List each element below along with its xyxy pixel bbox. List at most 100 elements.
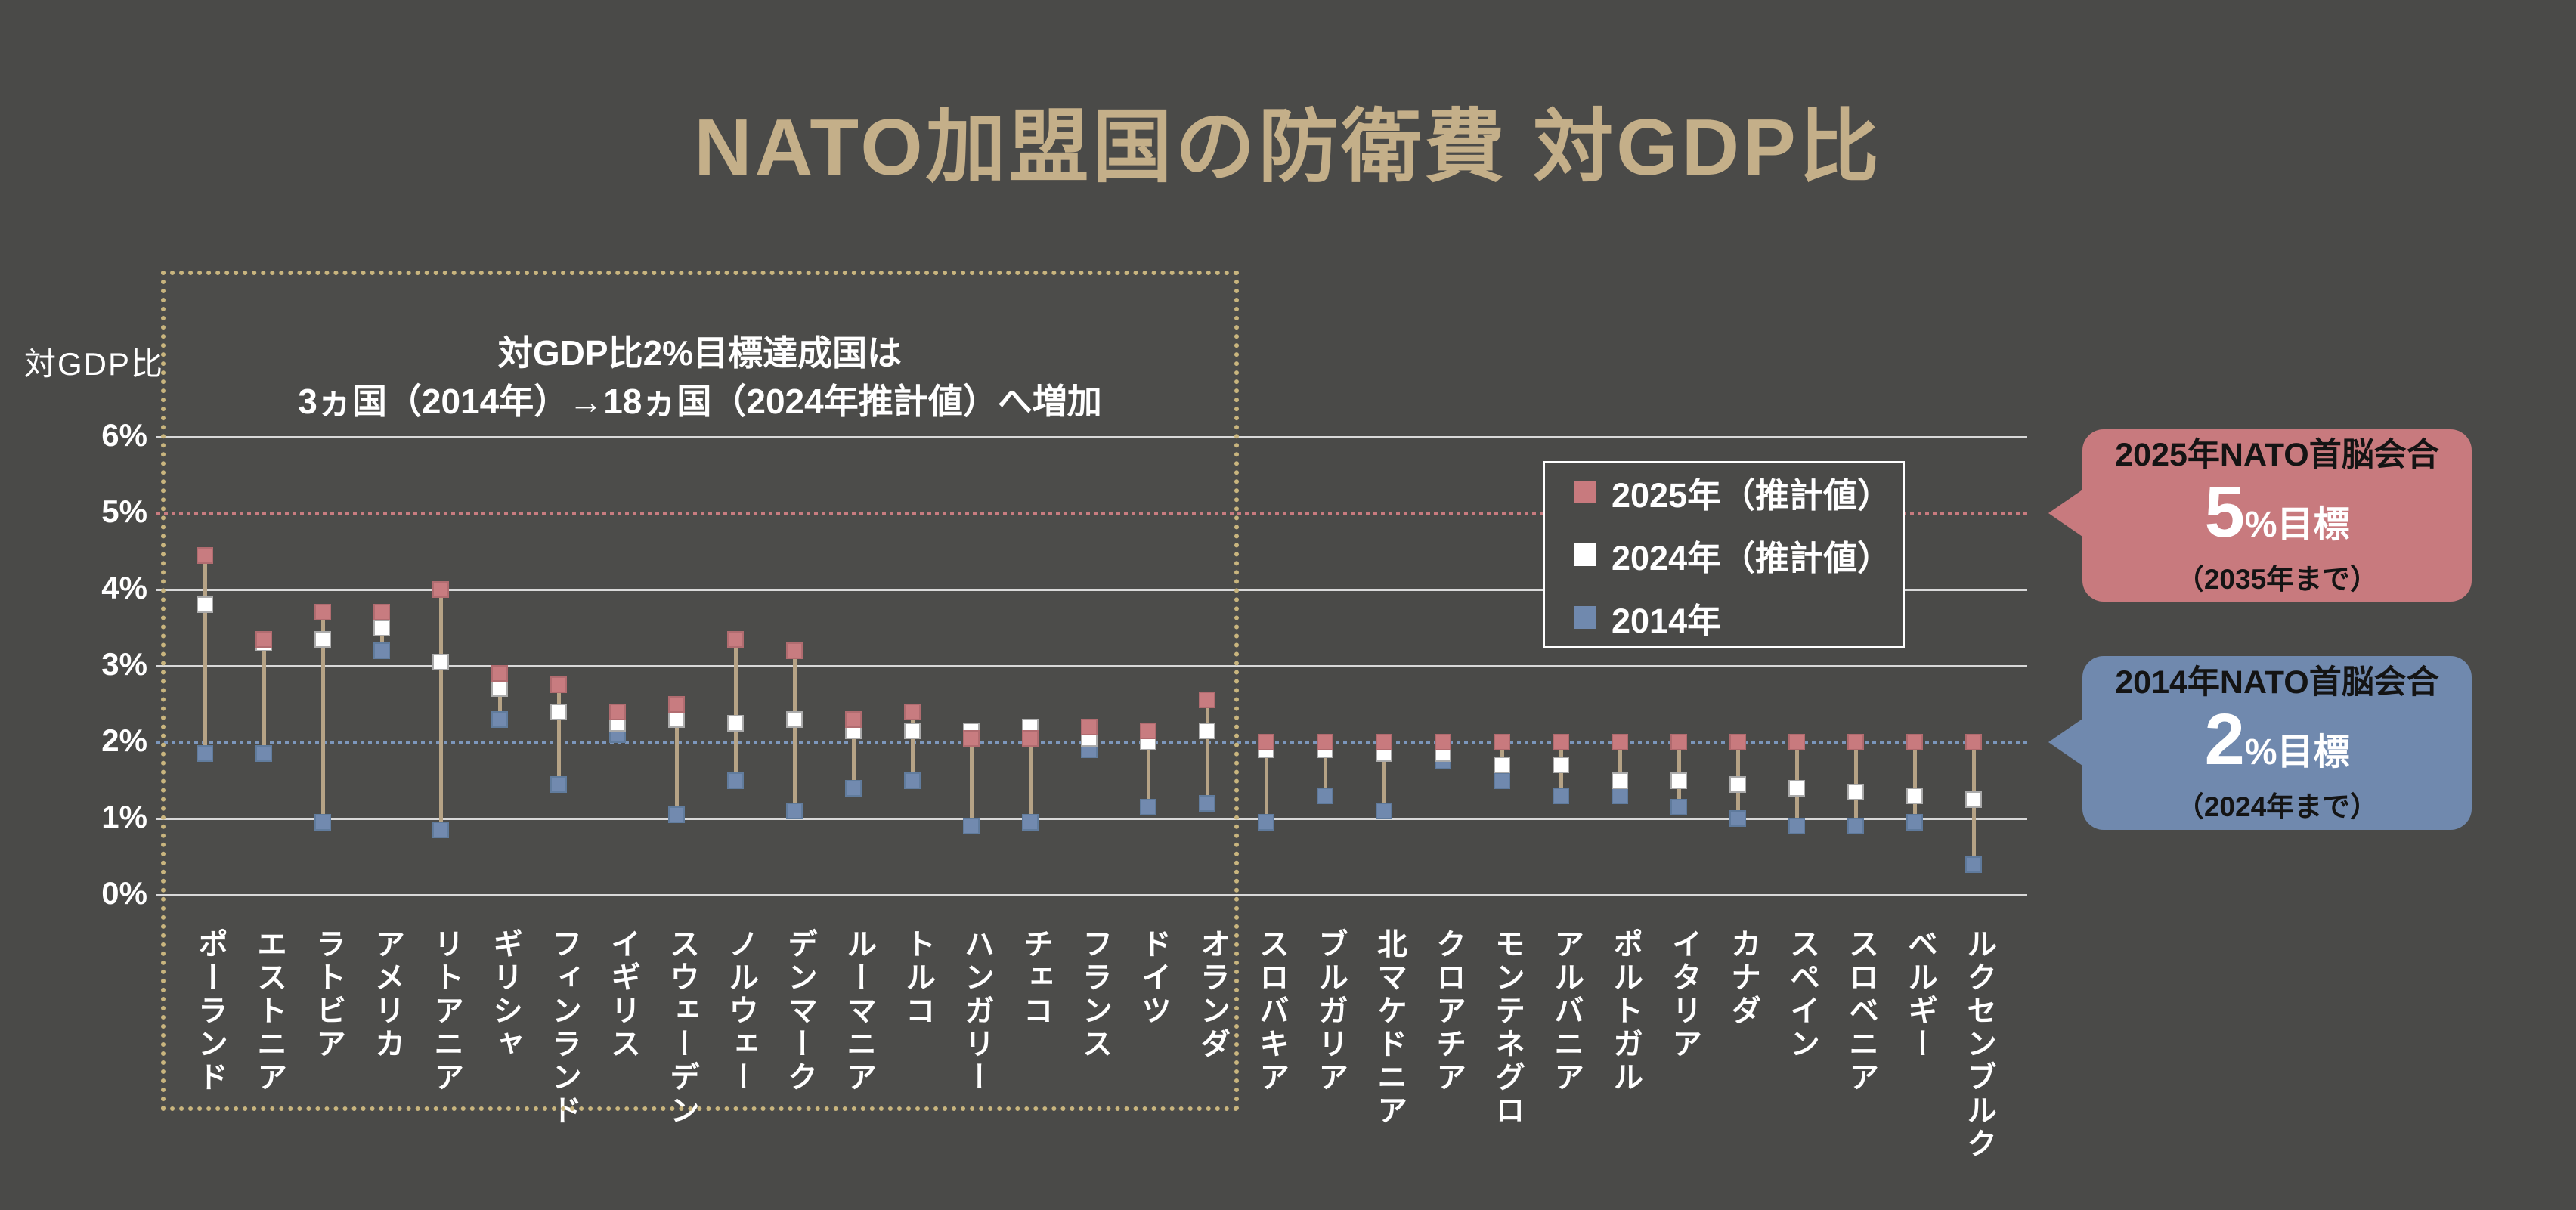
marker-2024年（推計値）-ギリシャ	[491, 680, 508, 698]
marker-2014年-トルコ	[904, 772, 921, 789]
y-tick-1pct: 1%	[101, 799, 147, 834]
x-label-イギリス: イギリス	[606, 928, 639, 1061]
marker-2025年（推計値）-スペイン	[1788, 734, 1805, 750]
marker-2024年（推計値）-フィンランド	[550, 703, 567, 720]
stem-スウェーデン	[675, 704, 679, 815]
marker-2025年（推計値）-カナダ	[1729, 734, 1746, 750]
marker-2025年（推計値）-フランス	[1081, 718, 1098, 735]
legend-swatch-2025	[1574, 481, 1596, 503]
x-label-ポルトガル: ポルトガル	[1608, 928, 1642, 1094]
stem-ポーランド	[203, 555, 207, 754]
marker-2024年（推計値）-カナダ	[1729, 775, 1746, 793]
marker-2025年（推計値）-北マケドニア	[1376, 734, 1392, 750]
legend-label-2025: 2025年（推計値）	[1612, 475, 1892, 515]
marker-2025年（推計値）-クロアチア	[1435, 734, 1451, 750]
marker-2024年（推計値）-ポルトガル	[1612, 772, 1628, 789]
y-axis-label: 対GDP比	[24, 346, 165, 382]
x-label-ギリシャ: ギリシャ	[488, 928, 522, 1061]
gridline-3pct	[156, 665, 2027, 667]
marker-2025年（推計値）-ノルウェー	[727, 630, 744, 648]
marker-2025年（推計値）-フィンランド	[550, 676, 567, 694]
marker-2025年（推計値）-スウェーデン	[668, 695, 685, 713]
marker-2025年（推計値）-スロベニア	[1847, 734, 1864, 750]
marker-2014年-アメリカ	[373, 642, 390, 659]
marker-2024年（推計値）-アメリカ	[373, 619, 390, 636]
target-2pct-callout: 2014年NATO首脳会合 2 %目標 （2024年まで）	[2082, 656, 2472, 830]
marker-2014年-ポーランド	[197, 745, 213, 763]
marker-2014年-カナダ	[1729, 810, 1746, 827]
marker-2025年（推計値）-オランダ	[1199, 692, 1215, 709]
gridline-5pct	[156, 512, 2027, 515]
marker-2014年-スウェーデン	[668, 806, 685, 823]
marker-2025年（推計値）-ポルトガル	[1612, 734, 1628, 750]
marker-2014年-イタリア	[1670, 798, 1687, 815]
gridline-4pct	[156, 589, 2027, 591]
marker-2025年（推計値）-アルバニア	[1553, 734, 1569, 750]
y-tick-4pct: 4%	[101, 570, 147, 605]
marker-2024年（推計値）-スペイン	[1788, 779, 1805, 797]
marker-2024年（推計値）-オランダ	[1199, 722, 1215, 739]
x-label-スウェーデン: スウェーデン	[665, 928, 698, 1128]
marker-2014年-ルクセンブルク	[1965, 856, 1982, 873]
marker-2014年-ドイツ	[1140, 798, 1156, 815]
x-label-カナダ: カナダ	[1726, 928, 1760, 1028]
page-title: NATO加盟国の防衛費 対GDP比	[694, 103, 1882, 192]
legend-label-2014: 2014年	[1612, 601, 1722, 640]
gridline-1pct	[156, 818, 2027, 820]
x-label-イタリア: イタリア	[1667, 928, 1701, 1061]
stem-ルーマニア	[852, 719, 856, 788]
annotation-line-2: 3ヵ国（2014年）→18ヵ国（2024年推計値）へ増加	[298, 382, 1102, 421]
marker-2025年（推計値）-ルーマニア	[845, 710, 862, 728]
marker-2014年-デンマーク	[786, 802, 803, 819]
marker-2025年（推計値）-ハンガリー	[963, 729, 980, 747]
x-label-ラトビア: ラトビア	[311, 928, 345, 1061]
x-label-ハンガリー: ハンガリー	[960, 928, 993, 1094]
marker-2025年（推計値）-トルコ	[904, 703, 921, 720]
marker-2024年（推計値）-ルクセンブルク	[1965, 791, 1982, 808]
marker-2014年-リトアニア	[432, 822, 449, 839]
marker-2025年（推計値）-ブルガリア	[1317, 734, 1333, 750]
marker-2025年（推計値）-イタリア	[1670, 734, 1687, 750]
x-label-トルコ: トルコ	[901, 928, 934, 1028]
x-label-フィンランド: フィンランド	[547, 928, 581, 1128]
marker-2014年-スロバキア	[1258, 814, 1274, 831]
marker-2025年（推計値）-ルクセンブルク	[1965, 734, 1982, 750]
x-label-ルクセンブルク: ルクセンブルク	[1962, 928, 1995, 1161]
legend: 2025年（推計値） 2024年（推計値） 2014年	[1543, 461, 1905, 648]
y-tick-3pct: 3%	[101, 646, 147, 682]
marker-2024年（推計値）-トルコ	[904, 722, 921, 739]
y-tick-6pct: 6%	[101, 417, 147, 453]
marker-2014年-ルーマニア	[845, 779, 862, 797]
annotation-line-1: 対GDP比2%目標達成国は	[497, 333, 903, 373]
x-label-オランダ: オランダ	[1196, 928, 1229, 1061]
x-label-スロベニア: スロベニア	[1844, 928, 1878, 1094]
target-2pct-value: 2 %目標	[2204, 703, 2349, 788]
legend-swatch-2014	[1574, 606, 1596, 629]
stem-オランダ	[1206, 700, 1209, 803]
marker-2025年（推計値）-チェコ	[1022, 729, 1039, 747]
gridline-6pct	[156, 436, 2027, 438]
x-label-ルーマニア: ルーマニア	[842, 928, 875, 1094]
stem-エストニア	[262, 639, 266, 754]
x-label-エストニア: エストニア	[252, 928, 286, 1094]
x-label-モンテネグロ: モンテネグロ	[1491, 928, 1524, 1128]
gridline-0pct	[156, 894, 2027, 896]
target-5pct-value: 5 %目標	[2204, 475, 2349, 560]
marker-2014年-スペイン	[1788, 818, 1805, 835]
annotation-text: 対GDP比2%目標達成国は 3ヵ国（2014年）→18ヵ国（2024年推計値）へ…	[161, 330, 1239, 426]
marker-2024年（推計値）-ベルギー	[1906, 787, 1923, 804]
marker-2014年-ベルギー	[1906, 814, 1923, 831]
stem-北マケドニア	[1382, 742, 1386, 811]
stem-スロバキア	[1265, 742, 1268, 823]
x-label-ベルギー: ベルギー	[1903, 928, 1937, 1061]
marker-2014年-ノルウェー	[727, 772, 744, 789]
x-label-スロバキア: スロバキア	[1255, 928, 1288, 1094]
x-label-デンマーク: デンマーク	[783, 928, 816, 1094]
marker-2014年-チェコ	[1022, 814, 1039, 831]
legend-item-2024: 2024年（推計値）	[1574, 531, 1903, 580]
marker-2014年-ブルガリア	[1317, 787, 1333, 804]
x-label-北マケドニア: 北マケドニア	[1373, 928, 1406, 1128]
marker-2024年（推計値）-イタリア	[1670, 772, 1687, 789]
target-5pct-callout: 2025年NATO首脳会合 5 %目標 （2035年まで）	[2082, 429, 2472, 602]
